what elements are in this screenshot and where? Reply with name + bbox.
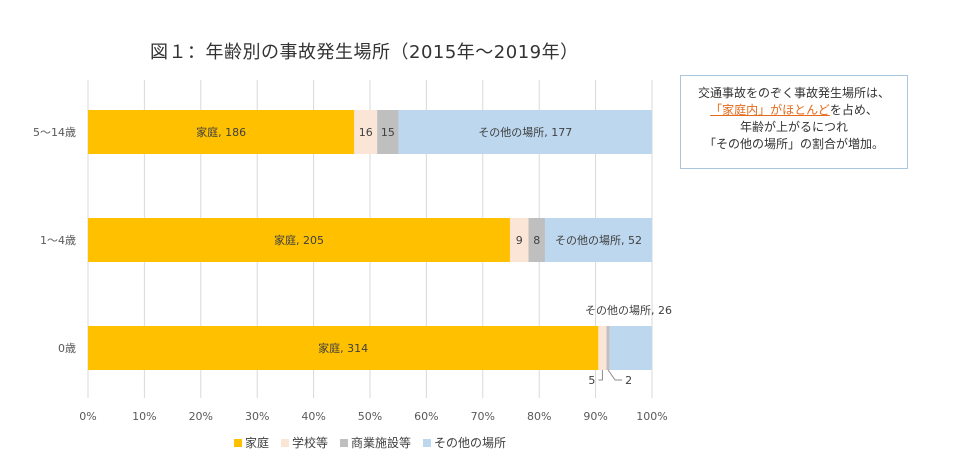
x-tick-label: 50%	[358, 410, 382, 423]
callout-line: 交通事故をのぞく事故発生場所は、	[697, 86, 890, 100]
data-label: その他の場所, 26	[585, 304, 672, 317]
data-label: その他の場所, 177	[478, 126, 572, 139]
x-tick-label: 70%	[471, 410, 495, 423]
bar-segment	[88, 218, 510, 262]
data-label: 16	[359, 126, 373, 139]
x-tick-label: 30%	[245, 410, 269, 423]
leader-line	[598, 370, 603, 381]
x-tick-label: 10%	[132, 410, 156, 423]
bar-segment	[528, 218, 545, 262]
bar-segment	[606, 326, 610, 370]
legend-swatch	[340, 438, 348, 447]
x-tick-label: 0%	[79, 410, 96, 423]
legend-item: その他の場所	[423, 434, 506, 451]
callout-line: 「その他の場所」の割合が増加。	[703, 137, 884, 151]
bar-segment	[609, 326, 652, 370]
data-label: 15	[381, 126, 395, 139]
bar-segment	[544, 218, 652, 262]
x-tick-label: 20%	[189, 410, 213, 423]
x-tick-label: 60%	[414, 410, 438, 423]
bar-segment	[377, 110, 399, 154]
callout-box: 交通事故をのぞく事故発生場所は、 「家庭内」がほとんどを占め、 年齢が上がるにつ…	[680, 75, 908, 169]
x-tick-label: 90%	[583, 410, 607, 423]
legend-label: 商業施設等	[351, 436, 412, 450]
callout-line: 「家庭内」がほとんどを占め、	[681, 102, 907, 119]
legend-item: 家庭	[233, 434, 269, 451]
bar-segment	[88, 326, 599, 370]
callout-line: 年齢が上がるにつれ	[739, 120, 848, 134]
data-label: 5	[588, 374, 595, 387]
bar-segment	[88, 110, 355, 154]
x-tick-label: 40%	[301, 410, 325, 423]
data-label: 家庭, 205	[274, 233, 324, 247]
legend-label: 学校等	[291, 436, 328, 450]
x-tick-label: 80%	[527, 410, 551, 423]
legend-swatch	[233, 438, 242, 447]
data-label: 2	[625, 374, 632, 387]
x-tick-label: 100%	[636, 410, 667, 423]
data-label: その他の場所, 52	[555, 234, 642, 247]
bar-segment	[509, 218, 529, 262]
legend-item: 商業施設等	[340, 434, 411, 451]
legend-item: 学校等	[280, 434, 328, 451]
callout-highlight: 「家庭内」がほとんど	[710, 103, 830, 117]
data-label: 家庭, 314	[318, 341, 368, 355]
chart-title: 図１：年齢別の事故発生場所（2015年〜2019年）	[150, 42, 579, 63]
category-label: 5〜14歳	[33, 126, 76, 139]
legend-label: その他の場所	[434, 436, 507, 450]
category-label: 1〜4歳	[40, 234, 76, 247]
legend-label: 家庭	[244, 436, 269, 450]
data-label: 9	[516, 234, 523, 247]
leader-line	[607, 369, 623, 381]
data-label: 家庭, 186	[196, 125, 246, 139]
legend-swatch	[423, 438, 432, 447]
bar-segment	[598, 326, 607, 370]
callout-text: を占め、	[829, 103, 878, 117]
legend: 家庭 学校等 商業施設等 その他の場所	[0, 434, 740, 451]
bar-segment	[354, 110, 378, 154]
category-label: 0歳	[58, 342, 76, 355]
legend-swatch	[280, 438, 289, 447]
bar-segment	[398, 110, 652, 154]
data-label: 8	[533, 234, 540, 247]
